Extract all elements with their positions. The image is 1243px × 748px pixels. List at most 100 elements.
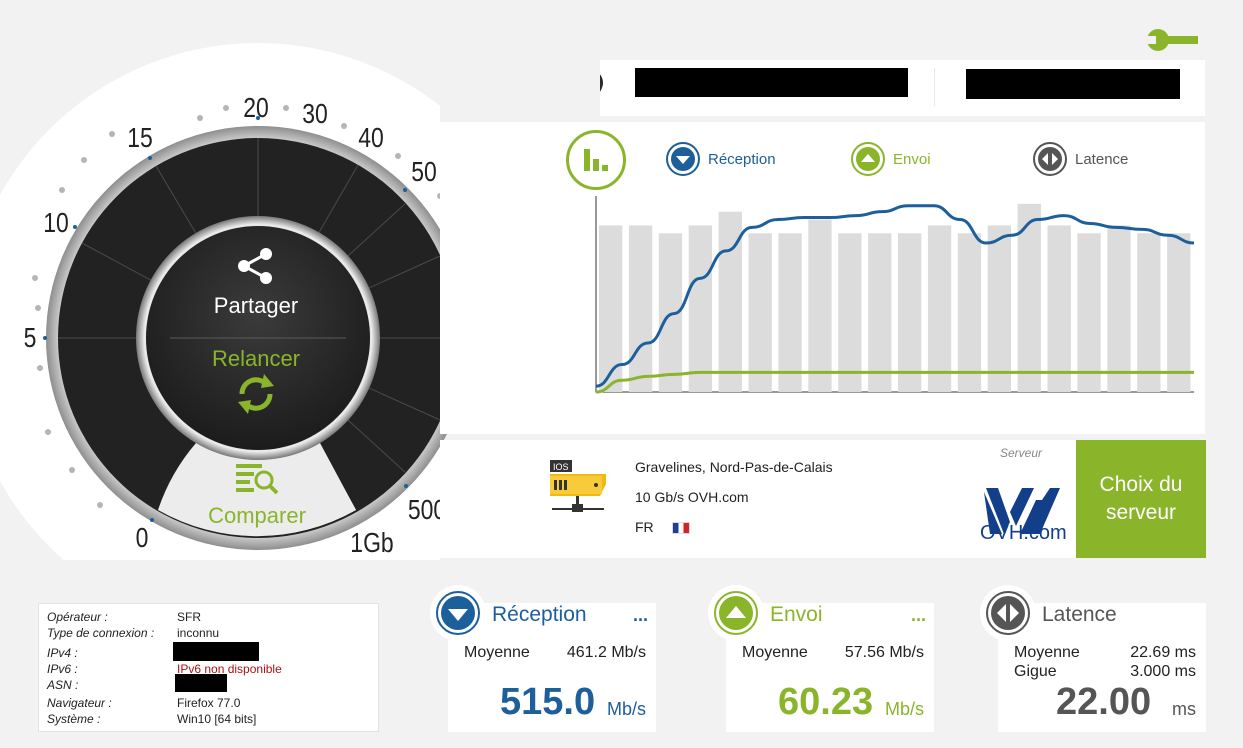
reception-unit: Mb/s	[606, 699, 646, 719]
info-value: IPv6 non disponible	[177, 662, 282, 676]
latence-value: 22.00	[1056, 681, 1152, 723]
latency-bar	[927, 225, 952, 392]
compare-label: Comparer	[208, 503, 306, 528]
info-value: SFR	[177, 610, 201, 624]
info-row-asn: ASN :	[47, 678, 177, 694]
svg-text:IOS: IOS	[553, 462, 569, 472]
latency-bar	[838, 233, 862, 392]
gauge-label-0: 0	[135, 522, 149, 553]
share-button[interactable]: Partager	[178, 248, 334, 319]
legend-reception[interactable]: Réception	[666, 142, 776, 176]
latence-card-icon	[986, 591, 1030, 635]
reception-avg-value: 461.2 Mb/s	[566, 644, 646, 661]
reception-card-head: Réception	[430, 585, 587, 641]
server-icon: IOS	[550, 460, 606, 512]
reception-avg-label: Moyenne	[464, 644, 530, 661]
legend-latence[interactable]: Latence	[1033, 142, 1128, 176]
redacted-isp	[966, 69, 1180, 99]
envoi-card-icon-wrap	[708, 585, 764, 641]
legend-envoi-label: Envoi	[893, 150, 931, 168]
gauge-label-1gb: 1Gb	[350, 527, 394, 558]
reception-line	[595, 204, 1195, 388]
latency-bar	[1077, 233, 1101, 392]
latency-bar	[808, 219, 832, 392]
server-heading: Serveur	[1000, 446, 1043, 460]
ovh-logo-text: OVH.com	[980, 522, 1067, 544]
restart-button[interactable]: Relancer	[178, 346, 334, 421]
choose-server-button[interactable]: Choix du serveur	[1076, 440, 1206, 558]
reception-card-icon	[436, 591, 480, 635]
info-label: Navigateur :	[47, 696, 112, 710]
server-bandwidth: 10 Gb/s OVH.com	[635, 489, 749, 505]
upload-icon	[851, 142, 885, 176]
envoi-card-head: Envoi	[708, 585, 823, 641]
envoi-line	[595, 370, 1194, 394]
latency-bar	[868, 233, 892, 392]
latency-bar	[1167, 233, 1191, 392]
info-row-connection-type: Type de connexion : inconnu	[47, 626, 219, 642]
latence-jitter-label: Gigue	[1014, 663, 1057, 680]
envoi-value: 60.23	[778, 681, 874, 723]
compare-button[interactable]: Comparer	[190, 462, 324, 529]
gauge-label-500: 500	[407, 494, 447, 525]
server-country: FR	[635, 519, 690, 535]
info-row-browser: Navigateur : Firefox 77.0	[47, 696, 240, 712]
redacted-ip	[635, 68, 908, 97]
gauge-label-10: 10	[43, 207, 69, 238]
info-row-system: Système : Win10 [64 bits]	[47, 712, 256, 728]
compare-icon	[236, 464, 279, 495]
latence-jitter-value: 3.000 ms	[1130, 663, 1196, 680]
envoi-avg-row: Moyenne 57.56 Mb/s	[742, 644, 924, 662]
info-label: IPv6 :	[47, 662, 78, 676]
info-label: IPv4 :	[47, 646, 78, 660]
latence-card-icon-wrap	[980, 585, 1036, 641]
latency-bar	[957, 233, 982, 392]
reception-icon	[666, 142, 700, 176]
gauge-label-15: 15	[127, 122, 153, 153]
latency-icon	[1033, 142, 1067, 176]
gauge-label-20: 20	[243, 92, 269, 123]
latence-card-title: Latence	[1042, 603, 1117, 626]
latency-bar	[778, 233, 802, 392]
reception-card: Réception ... Moyenne 461.2 Mb/s 515.0 M…	[430, 585, 656, 732]
gauge-label-5: 5	[23, 322, 37, 353]
latency-bar	[628, 225, 653, 392]
france-flag-icon	[671, 522, 690, 535]
info-value: Firefox 77.0	[177, 696, 241, 710]
gauge-label-50: 50	[411, 156, 437, 187]
gauge-label-40: 40	[358, 122, 384, 153]
envoi-card: Envoi ... Moyenne 57.56 Mb/s 60.23 Mb/s	[708, 585, 934, 732]
server-panel: IOS Gravelines, Nord-Pas-de-Calais 10 Gb…	[440, 440, 1076, 558]
server-country-code: FR	[635, 519, 654, 535]
latency-bar	[748, 233, 772, 392]
reception-card-title: Réception	[492, 603, 587, 626]
legend-reception-label: Réception	[708, 150, 776, 168]
info-label: Type de connexion :	[47, 626, 155, 640]
info-row-ipv6: IPv6 : IPv6 non disponible	[47, 662, 282, 678]
legend-latence-label: Latence	[1075, 150, 1129, 168]
bar-chart-icon	[566, 130, 626, 190]
envoi-unit: Mb/s	[884, 699, 924, 719]
latency-bar	[599, 225, 623, 392]
legend-envoi[interactable]: Envoi	[851, 142, 931, 176]
share-icon	[238, 248, 272, 284]
reception-more-button[interactable]: ...	[632, 605, 648, 625]
gauge-label-30: 30	[302, 98, 328, 129]
latency-bar	[898, 233, 922, 392]
envoi-card-icon	[714, 591, 758, 635]
info-label: Opérateur :	[47, 610, 108, 624]
envoi-avg-label: Moyenne	[742, 644, 808, 661]
envoi-more-button[interactable]: ...	[910, 605, 926, 625]
redacted-asn	[175, 674, 227, 692]
latency-bar	[1047, 225, 1071, 392]
speed-chart-panel: Réception Envoi Latence	[440, 122, 1205, 434]
wrench-icon[interactable]	[1140, 25, 1200, 55]
envoi-avg-value: 57.56 Mb/s	[844, 644, 924, 661]
info-label: Système :	[47, 712, 101, 726]
latence-avg-label: Moyenne	[1014, 644, 1080, 661]
latency-bar	[658, 233, 683, 392]
info-value: Win10 [64 bits]	[177, 712, 257, 726]
server-location: Gravelines, Nord-Pas-de-Calais	[635, 459, 833, 475]
latency-bar	[1017, 203, 1041, 392]
share-label: Partager	[213, 293, 299, 318]
